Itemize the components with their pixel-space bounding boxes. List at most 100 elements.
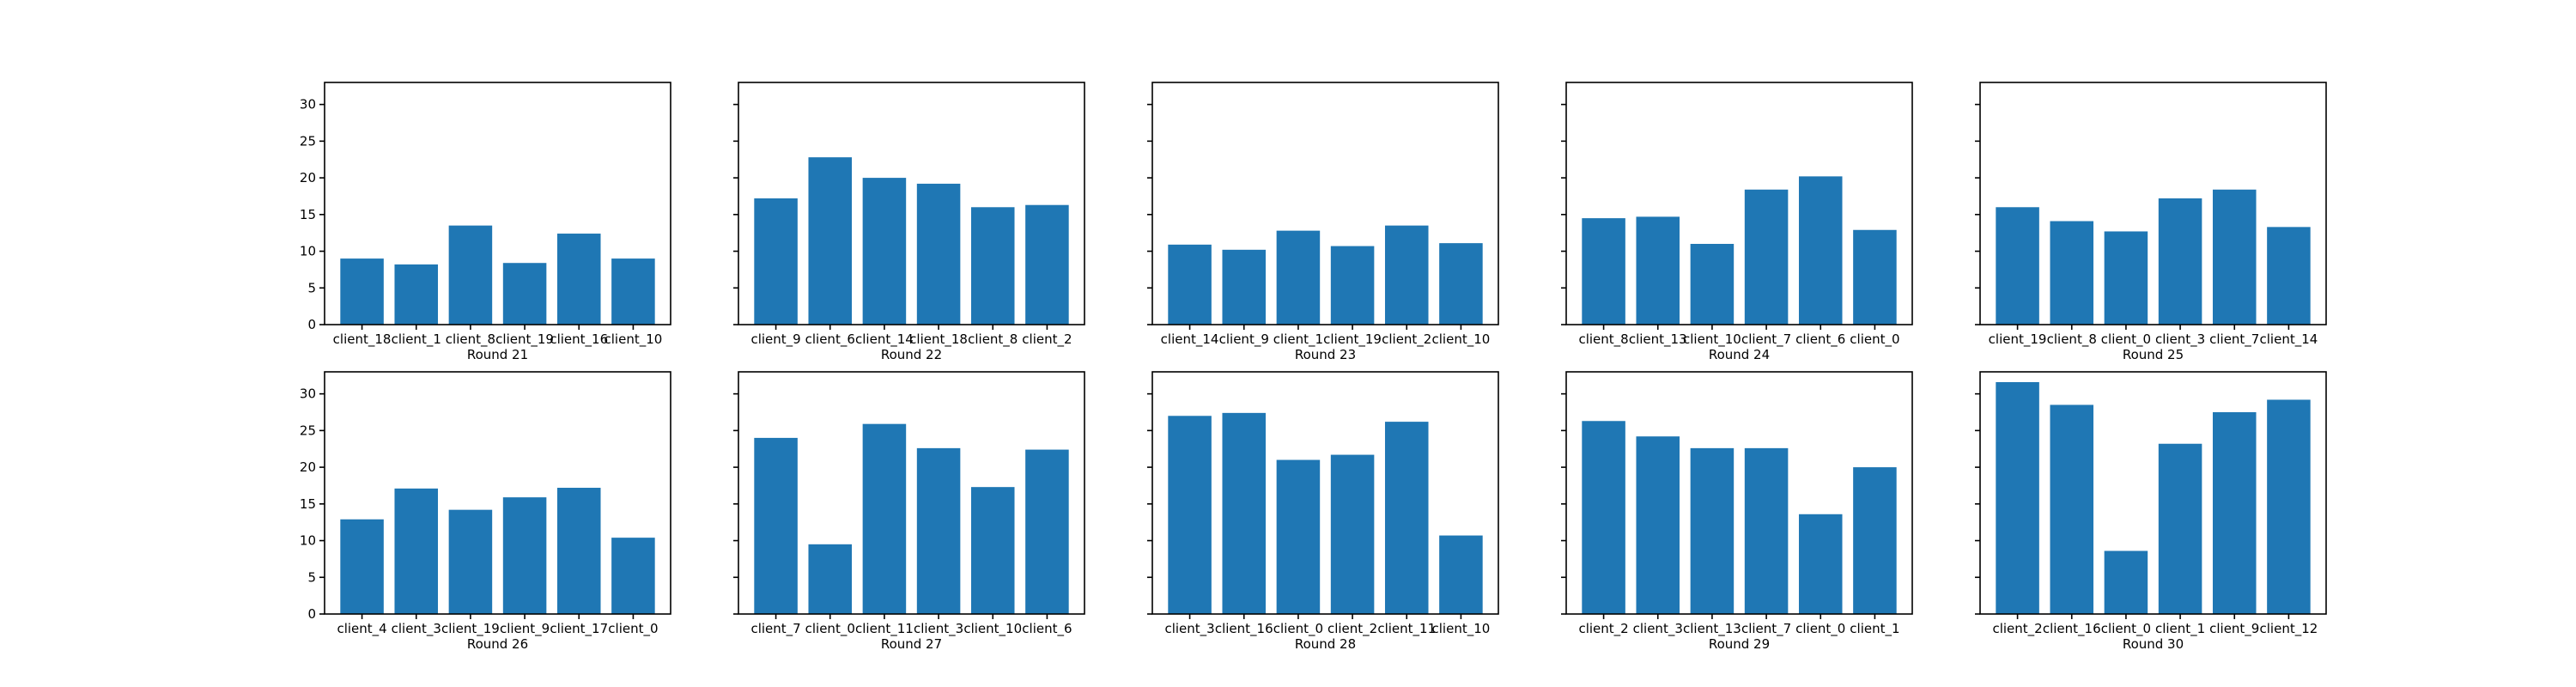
bar-client_6 (1798, 176, 1843, 325)
bar-client_7 (1744, 447, 1789, 614)
x-axis-label: Round 25 (2123, 347, 2184, 362)
x-tick-label: client_3 (1633, 621, 1683, 637)
subplot-8: client_3 client_16 client_0 client_2 client_… (1147, 371, 1499, 652)
y-tick-label: 25 (300, 133, 316, 149)
axes-frame (1151, 371, 1499, 615)
axes-frame (738, 82, 1085, 325)
bar-client_16 (1222, 412, 1267, 614)
bar-client_7 (754, 437, 798, 614)
bar-client_10 (611, 258, 655, 325)
x-tick-label: client_18 (909, 331, 968, 348)
x-tick-label: client_2 (1578, 621, 1628, 637)
bar-client_8 (1582, 218, 1625, 325)
x-tick-label: client_0 (608, 621, 658, 637)
x-tick-label: client_14 (2260, 331, 2318, 348)
axes-frame (324, 82, 671, 325)
subplot-1: client_18 client_1 client_8 client_19client… (300, 82, 671, 362)
bar-client_2 (1996, 381, 2039, 614)
x-tick-label: client_9 (2209, 621, 2259, 637)
subplot-6: client_4 client_3 client_19 client_9 client_… (300, 371, 671, 652)
bar-client_16 (556, 234, 601, 325)
bar-client_3 (394, 488, 439, 614)
x-tick-label: client_11 (1377, 621, 1436, 637)
x-tick-label: client_7 (1741, 621, 1791, 637)
y-tick-label: 20 (300, 170, 316, 185)
x-axis-label: Round 28 (1295, 636, 1356, 652)
bar-client_2 (1582, 421, 1625, 614)
x-axis-label: Round 30 (2123, 636, 2184, 652)
bar-client_13 (1690, 447, 1735, 614)
x-tick-label: client_1 (2155, 621, 2205, 637)
bar-client_16 (2050, 404, 2094, 614)
y-tick-label: 15 (300, 496, 316, 512)
axes-frame (324, 371, 671, 615)
x-tick-label: client_12 (2260, 621, 2318, 637)
x-tick-label: client_10 (963, 621, 1022, 637)
x-tick-label: client_10 (1432, 331, 1491, 348)
x-tick-label: client_7 (750, 621, 800, 637)
axes-frame (1979, 82, 2327, 325)
x-tick-label: client_3 (2155, 331, 2205, 348)
x-tick-label: client_6 (1022, 621, 1072, 637)
bar-client_2 (1384, 225, 1429, 325)
x-tick-label: client_19 (1323, 331, 1382, 348)
y-tick-label: 15 (300, 207, 316, 222)
axes-frame (1979, 371, 2327, 615)
x-tick-label: client_16 (550, 331, 608, 348)
x-tick-label: client_16 (2043, 621, 2101, 637)
subplot-10: client_2 client_16 client_0 client_1 client_… (1975, 371, 2327, 652)
bar-client_2 (1025, 204, 1069, 325)
axes-frame (738, 371, 1085, 615)
bar-client_10 (1690, 244, 1735, 325)
subplot-7: client_7 client_0 client_11 client_3 client_… (733, 371, 1085, 652)
x-tick-label: client_9 (1219, 331, 1269, 348)
axes-frame (1151, 82, 1499, 325)
x-tick-label: client_8 (968, 331, 1018, 348)
bar-client_9 (502, 497, 547, 614)
bar-client_8 (970, 207, 1015, 325)
bar-client_8 (2050, 221, 2094, 325)
bar-client_9 (1222, 249, 1267, 325)
x-tick-label: client_14 (1161, 331, 1219, 348)
x-axis-label: Round 27 (881, 636, 942, 652)
bar-client_0 (2104, 231, 2148, 325)
bar-client_12 (2267, 399, 2311, 614)
bar-client_11 (862, 423, 907, 614)
axes-frame (1565, 82, 1913, 325)
bar-client_10 (970, 487, 1015, 614)
x-tick-label: client_10 (605, 331, 663, 348)
bar-client_6 (1025, 449, 1069, 614)
x-tick-label: client_19 (495, 331, 554, 348)
y-tick-label: 5 (307, 569, 316, 585)
bar-client_14 (2267, 227, 2311, 325)
x-tick-label: client_10 (1683, 331, 1741, 348)
x-tick-label: client_2 (1022, 331, 1072, 348)
bar-client_17 (556, 488, 601, 614)
x-tick-label: client_8 (1578, 331, 1628, 348)
x-tick-label: client_2 (1992, 621, 2042, 637)
bar-client_8 (448, 225, 493, 325)
bar-client_19 (1996, 207, 2039, 325)
bar-client_6 (808, 157, 853, 325)
y-tick-label: 0 (307, 317, 316, 332)
x-tick-label: client_7 (1741, 331, 1791, 348)
bar-client_10 (1439, 243, 1483, 325)
x-tick-label: client_8 (2047, 331, 2097, 348)
x-tick-label: client_2 (1327, 621, 1377, 637)
x-tick-label: client_8 (446, 331, 495, 348)
bar-client_0 (2104, 550, 2148, 614)
bar-client_18 (340, 258, 384, 325)
x-tick-label: client_0 (1850, 331, 1899, 348)
x-tick-label: client_0 (1273, 621, 1323, 637)
x-axis-label: Round 24 (1709, 347, 1770, 362)
y-tick-label: 20 (300, 459, 316, 475)
bar-client_3 (2158, 198, 2202, 325)
x-tick-label: client_4 (337, 621, 386, 637)
bar-client_3 (1168, 416, 1212, 614)
x-axis-label: Round 21 (467, 347, 528, 362)
x-tick-label: client_2 (1382, 331, 1431, 348)
bar-client_0 (808, 544, 853, 614)
bar-client_1 (394, 264, 439, 325)
